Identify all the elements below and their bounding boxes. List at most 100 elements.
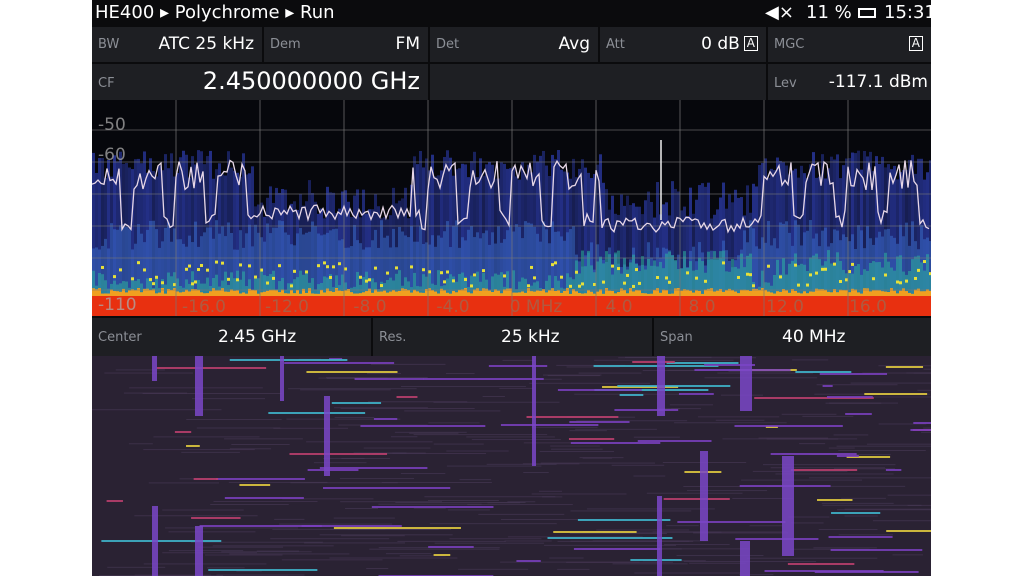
- spectrum-hot: [236, 278, 239, 281]
- waterfall-signal: [332, 402, 381, 404]
- param-label: Dem: [270, 37, 301, 52]
- waterfall-signal: [191, 517, 240, 519]
- spectrum-hot: [422, 268, 425, 271]
- x-axis-label: -8.0: [353, 297, 386, 316]
- waterfall-noise: [207, 567, 244, 568]
- spectrum-energy: [830, 263, 833, 296]
- param-cell[interactable]: DetAvg: [430, 27, 598, 62]
- waterfall-signal: [574, 548, 660, 550]
- param-cell[interactable]: Dem FM: [264, 27, 428, 62]
- waterfall-noise: [273, 428, 348, 429]
- footer-cell[interactable]: Center2.45 GHz: [92, 318, 371, 356]
- waterfall-signal: [216, 478, 305, 480]
- spectrum-energy: [701, 261, 704, 296]
- waterfall-noise: [758, 438, 828, 439]
- waterfall-noise: [124, 393, 187, 394]
- spectrum-energy: [422, 274, 425, 296]
- spectrum-energy: [194, 222, 197, 296]
- waterfall-noise: [428, 422, 479, 423]
- spectrum-energy: [467, 230, 470, 296]
- waterfall-signal: [157, 367, 266, 369]
- waterfall-signal: [913, 422, 931, 424]
- state[interactable]: Run: [300, 2, 335, 23]
- param-cell[interactable]: Att0 dBA: [600, 27, 766, 62]
- cf-cell[interactable]: CF2.450000000 GHz: [92, 64, 428, 100]
- spectrum-energy: [527, 288, 530, 296]
- spectrum-energy: [692, 271, 695, 296]
- spectrum-hot: [482, 269, 485, 272]
- spectrum-hot: [851, 263, 854, 266]
- footer-cell[interactable]: Span40 MHz: [654, 318, 931, 356]
- spectrum-energy: [590, 265, 593, 296]
- mode[interactable]: Polychrome: [175, 2, 280, 23]
- spectrum-hot: [752, 284, 755, 287]
- spectrum-hot: [131, 277, 134, 280]
- waterfall-noise: [367, 373, 401, 374]
- param-value: FM: [396, 34, 420, 54]
- spectrum-energy: [209, 227, 212, 296]
- waterfall-noise: [466, 436, 555, 437]
- spectrum-hot: [227, 278, 230, 281]
- waterfall-noise: [169, 550, 243, 551]
- spectrum-hot: [602, 281, 605, 284]
- spectrum-hot: [749, 273, 752, 276]
- param-label: Det: [436, 37, 459, 52]
- spectrum[interactable]: -50-60-110-16.0-12.0-8.0-4.00 MHz4.08.01…: [92, 100, 931, 316]
- param-cell[interactable]: MGCA: [768, 27, 931, 62]
- waterfall-signal: [791, 469, 857, 471]
- footer-cell[interactable]: Res.25 kHz: [373, 318, 652, 356]
- spectrum-hot: [656, 276, 659, 279]
- spectrum-energy: [251, 246, 254, 296]
- spectrum-hot: [119, 268, 122, 271]
- waterfall-noise: [288, 388, 417, 389]
- waterfall-signal: [355, 378, 424, 380]
- waterfall: [92, 356, 931, 576]
- spectrum-hot: [737, 276, 740, 279]
- waterfall-noise: [687, 490, 767, 491]
- waterfall-noise: [873, 520, 931, 521]
- waterfall-noise: [366, 568, 388, 569]
- spectrum-energy: [797, 265, 800, 296]
- param-cell[interactable]: BWATC 25 kHz: [92, 27, 262, 62]
- param-label: Att: [606, 37, 625, 52]
- spectrum-hot: [821, 268, 824, 271]
- spectrum-energy: [659, 262, 662, 296]
- waterfall-signal: [501, 424, 598, 426]
- waterfall-noise: [791, 522, 824, 523]
- spectrum-hot: [767, 265, 770, 268]
- spectrum-hot: [560, 276, 563, 279]
- spectrum-energy: [284, 233, 287, 296]
- waterfall-noise: [326, 377, 428, 378]
- waterfall-signal: [837, 455, 859, 457]
- spectrum-energy: [890, 288, 893, 296]
- waterfall-noise: [270, 538, 389, 539]
- spectrum-hot: [143, 268, 146, 271]
- spectrum-energy: [332, 229, 335, 296]
- waterfall-noise: [557, 569, 589, 570]
- spectrum-energy: [626, 270, 629, 296]
- waterfall-burst: [152, 356, 157, 381]
- waterfall-signal: [397, 396, 418, 398]
- spectrum-hot: [272, 277, 275, 280]
- waterfall-signal: [516, 560, 540, 562]
- spectrum-energy: [584, 266, 587, 296]
- spectrum-energy: [656, 288, 659, 296]
- spectrum-hot: [623, 282, 626, 285]
- waterfall-noise: [447, 466, 542, 467]
- waterfall-noise: [504, 540, 551, 541]
- spectrum-hot: [188, 265, 191, 268]
- waterfall-signal: [788, 563, 854, 565]
- waterfall-noise: [401, 473, 445, 474]
- spectrum-hot: [473, 273, 476, 276]
- waterfall-noise: [472, 439, 561, 440]
- lev-cell[interactable]: Lev-117.1 dBm: [768, 64, 931, 100]
- spectrum-energy: [563, 241, 566, 296]
- waterfall-noise: [424, 496, 555, 497]
- waterfall-burst: [700, 451, 708, 541]
- spectrum-energy: [581, 251, 584, 296]
- spectrum-energy: [449, 274, 452, 296]
- waterfall-noise: [542, 496, 562, 497]
- waterfall-signal: [632, 361, 675, 363]
- waterfall-noise: [340, 478, 414, 479]
- waterfall-signal: [831, 549, 923, 551]
